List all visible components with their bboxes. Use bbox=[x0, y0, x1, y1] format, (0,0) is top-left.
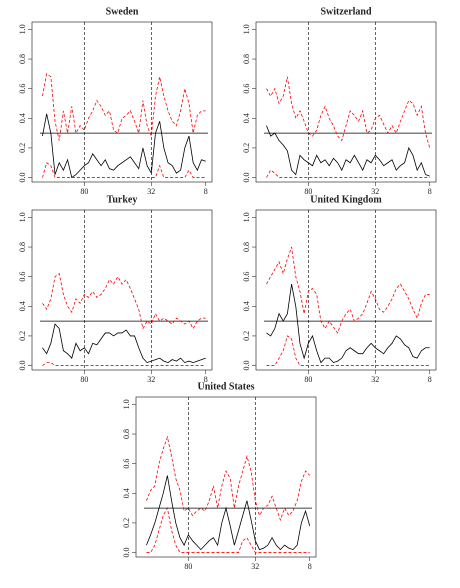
series-line bbox=[266, 76, 431, 149]
y-tick-label: 1.0 bbox=[122, 399, 131, 409]
y-tick-label: 0.2 bbox=[242, 143, 251, 153]
y-tick-label: 0.0 bbox=[242, 361, 251, 371]
x-tick-label: 32 bbox=[371, 375, 379, 384]
plot-frame bbox=[255, 21, 437, 183]
y-tick-label: 0.8 bbox=[242, 242, 251, 252]
panel-title: Sweden bbox=[106, 6, 139, 17]
series-line bbox=[266, 125, 430, 177]
series-line bbox=[42, 323, 206, 364]
y-tick-label: 0.4 bbox=[242, 301, 251, 311]
y-tick-label: 0.0 bbox=[242, 173, 251, 183]
y-tick-label: 0.2 bbox=[122, 518, 131, 528]
x-tick-label: 32 bbox=[371, 187, 379, 196]
y-tick-label: 0.8 bbox=[18, 242, 27, 252]
panel: Sweden 0.0 0.2 0.4 0.6 0.8 1.0 80 32 8 bbox=[18, 6, 213, 196]
plot-frame bbox=[31, 21, 213, 183]
x-tick-label: 80 bbox=[80, 375, 88, 384]
series-line bbox=[42, 73, 206, 141]
panel: United Kingdom 0.0 0.2 0.4 0.6 0.8 1.0 80 32 8 bbox=[242, 194, 437, 384]
x-tick-label: 80 bbox=[304, 187, 312, 196]
series-line bbox=[42, 362, 206, 366]
series-line bbox=[266, 246, 430, 334]
y-tick-label: 0.6 bbox=[18, 272, 27, 282]
series-line bbox=[266, 169, 430, 178]
x-tick-label: 8 bbox=[308, 562, 312, 571]
series-line bbox=[146, 506, 310, 553]
series-line bbox=[266, 335, 430, 366]
y-tick-label: 0.8 bbox=[18, 54, 27, 64]
series-line bbox=[146, 435, 311, 522]
x-tick-label: 8 bbox=[204, 187, 208, 196]
plot-frame bbox=[135, 396, 317, 558]
x-tick-label: 32 bbox=[147, 375, 155, 384]
series-line bbox=[42, 273, 206, 330]
panel: United States 0.0 0.2 0.4 0.6 0.8 1.0 80 32 8 bbox=[122, 381, 317, 571]
y-tick-label: 0.4 bbox=[122, 488, 131, 498]
x-tick-label: 80 bbox=[304, 375, 312, 384]
panel-title: United Kingdom bbox=[310, 194, 382, 205]
series-line bbox=[42, 113, 206, 179]
y-tick-label: 1.0 bbox=[18, 212, 27, 222]
x-tick-label: 80 bbox=[184, 562, 192, 571]
y-tick-label: 0.6 bbox=[18, 84, 27, 94]
y-tick-label: 0.6 bbox=[242, 84, 251, 94]
y-tick-label: 0.0 bbox=[18, 361, 27, 371]
panel: Switzerland 0.0 0.2 0.4 0.6 0.8 1.0 80 32 8 bbox=[242, 6, 437, 196]
panel-title: United States bbox=[198, 381, 255, 392]
y-tick-label: 0.0 bbox=[18, 173, 27, 183]
y-tick-label: 0.2 bbox=[18, 143, 27, 153]
y-tick-label: 0.2 bbox=[18, 331, 27, 341]
y-tick-label: 0.4 bbox=[242, 113, 251, 123]
x-tick-label: 80 bbox=[80, 187, 88, 196]
plot-frame bbox=[255, 209, 437, 371]
x-tick-label: 32 bbox=[147, 187, 155, 196]
x-tick-label: 32 bbox=[251, 562, 259, 571]
y-tick-label: 0.0 bbox=[122, 548, 131, 558]
y-tick-label: 1.0 bbox=[242, 24, 251, 34]
y-tick-label: 0.6 bbox=[122, 459, 131, 469]
y-tick-label: 0.8 bbox=[242, 54, 251, 64]
y-tick-label: 0.4 bbox=[18, 301, 27, 311]
y-tick-label: 1.0 bbox=[242, 212, 251, 222]
y-tick-label: 1.0 bbox=[18, 24, 27, 34]
panel-title: Switzerland bbox=[320, 6, 372, 17]
y-tick-label: 0.2 bbox=[242, 331, 251, 341]
x-tick-label: 8 bbox=[428, 187, 432, 196]
x-tick-label: 8 bbox=[428, 375, 432, 384]
series-line bbox=[266, 283, 430, 364]
y-tick-label: 0.6 bbox=[242, 272, 251, 282]
panel: Turkey 0.0 0.2 0.4 0.6 0.8 1.0 80 32 8 bbox=[18, 194, 213, 384]
series-line bbox=[146, 475, 311, 551]
x-tick-label: 8 bbox=[204, 375, 208, 384]
y-tick-label: 0.4 bbox=[18, 113, 27, 123]
series-line bbox=[42, 162, 206, 178]
y-tick-label: 0.8 bbox=[122, 429, 131, 439]
panel-title: Turkey bbox=[107, 194, 138, 205]
plot-frame bbox=[31, 209, 213, 371]
